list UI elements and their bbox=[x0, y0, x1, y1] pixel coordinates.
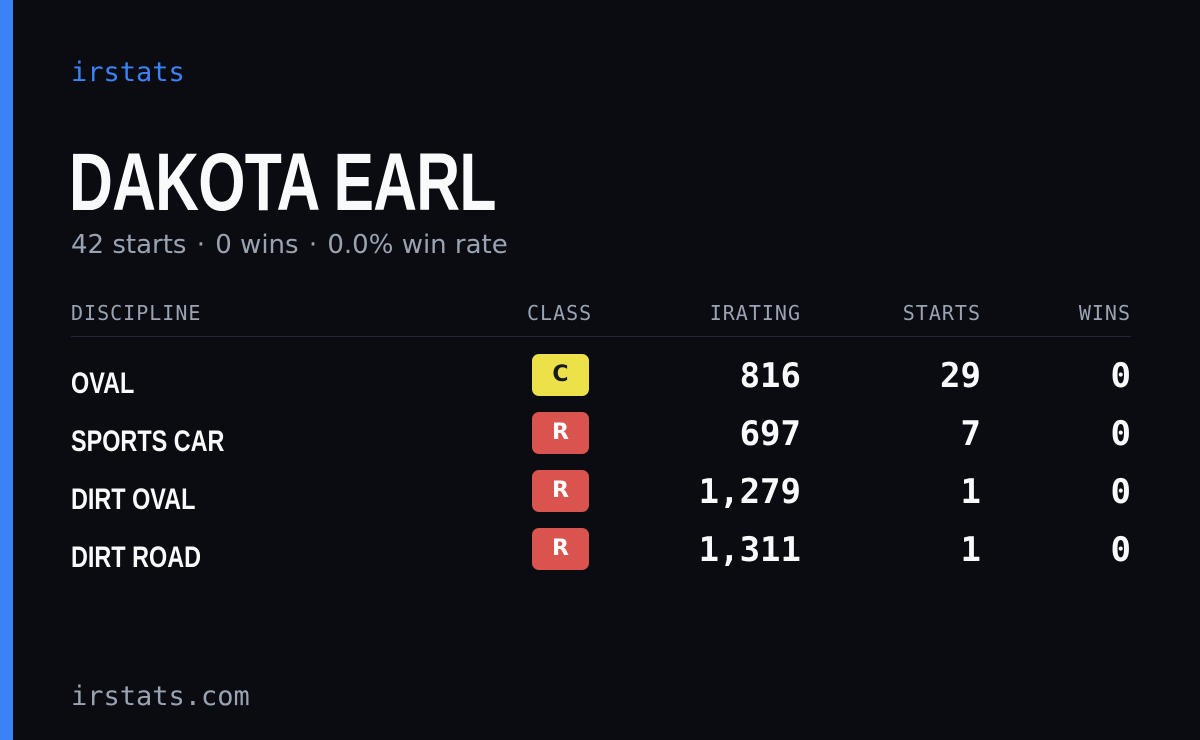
irating-value: 1,311 bbox=[698, 530, 801, 570]
brand-logo[interactable]: irstats bbox=[71, 57, 185, 88]
table-row: DIRT OVAL R 1,279 1 0 bbox=[71, 470, 1131, 528]
accent-bar bbox=[0, 0, 13, 740]
table-row: SPORTS CAR R 697 7 0 bbox=[71, 412, 1131, 470]
footer-url[interactable]: irstats.com bbox=[71, 681, 250, 712]
class-badge: C bbox=[532, 354, 589, 396]
driver-name: DAKOTA EARL bbox=[69, 137, 496, 228]
irating-value: 816 bbox=[739, 356, 801, 396]
table-row: DIRT ROAD R 1,311 1 0 bbox=[71, 528, 1131, 586]
wins-value: 0 bbox=[1110, 356, 1131, 396]
starts-value: 29 bbox=[940, 356, 981, 396]
starts-value: 1 bbox=[960, 530, 981, 570]
summary-win-rate: 0.0% win rate bbox=[327, 230, 508, 260]
summary-separator: · bbox=[308, 230, 318, 260]
class-badge: R bbox=[532, 412, 589, 454]
wins-value: 0 bbox=[1110, 414, 1131, 454]
table-body: OVAL C 816 29 0 SPORTS CAR R 697 7 0 DIR… bbox=[71, 354, 1131, 586]
header-discipline: DISCIPLINE bbox=[71, 301, 202, 325]
driver-summary: 42 starts · 0 wins · 0.0% win rate bbox=[71, 228, 508, 262]
discipline-name: DIRT ROAD bbox=[71, 541, 201, 574]
table-row: OVAL C 816 29 0 bbox=[71, 354, 1131, 412]
class-badge: R bbox=[532, 528, 589, 570]
header-starts: STARTS bbox=[902, 301, 981, 325]
irating-value: 1,279 bbox=[698, 472, 801, 512]
starts-value: 7 bbox=[960, 414, 981, 454]
header-wins: WINS bbox=[1078, 301, 1131, 325]
irating-value: 697 bbox=[739, 414, 801, 454]
table-header: DISCIPLINE CLASS IRATING STARTS WINS bbox=[71, 298, 1131, 337]
starts-value: 1 bbox=[960, 472, 981, 512]
discipline-name: OVAL bbox=[71, 367, 135, 400]
summary-starts: 42 starts bbox=[71, 230, 187, 260]
wins-value: 0 bbox=[1110, 472, 1131, 512]
header-irating: IRATING bbox=[709, 301, 801, 325]
header-class: CLASS bbox=[527, 301, 593, 325]
wins-value: 0 bbox=[1110, 530, 1131, 570]
discipline-name: SPORTS CAR bbox=[71, 425, 225, 458]
discipline-name: DIRT OVAL bbox=[71, 483, 196, 516]
summary-wins: 0 wins bbox=[215, 230, 299, 260]
summary-separator: · bbox=[196, 230, 205, 260]
stats-table: DISCIPLINE CLASS IRATING STARTS WINS OVA… bbox=[71, 298, 1131, 586]
class-badge: R bbox=[532, 470, 589, 512]
